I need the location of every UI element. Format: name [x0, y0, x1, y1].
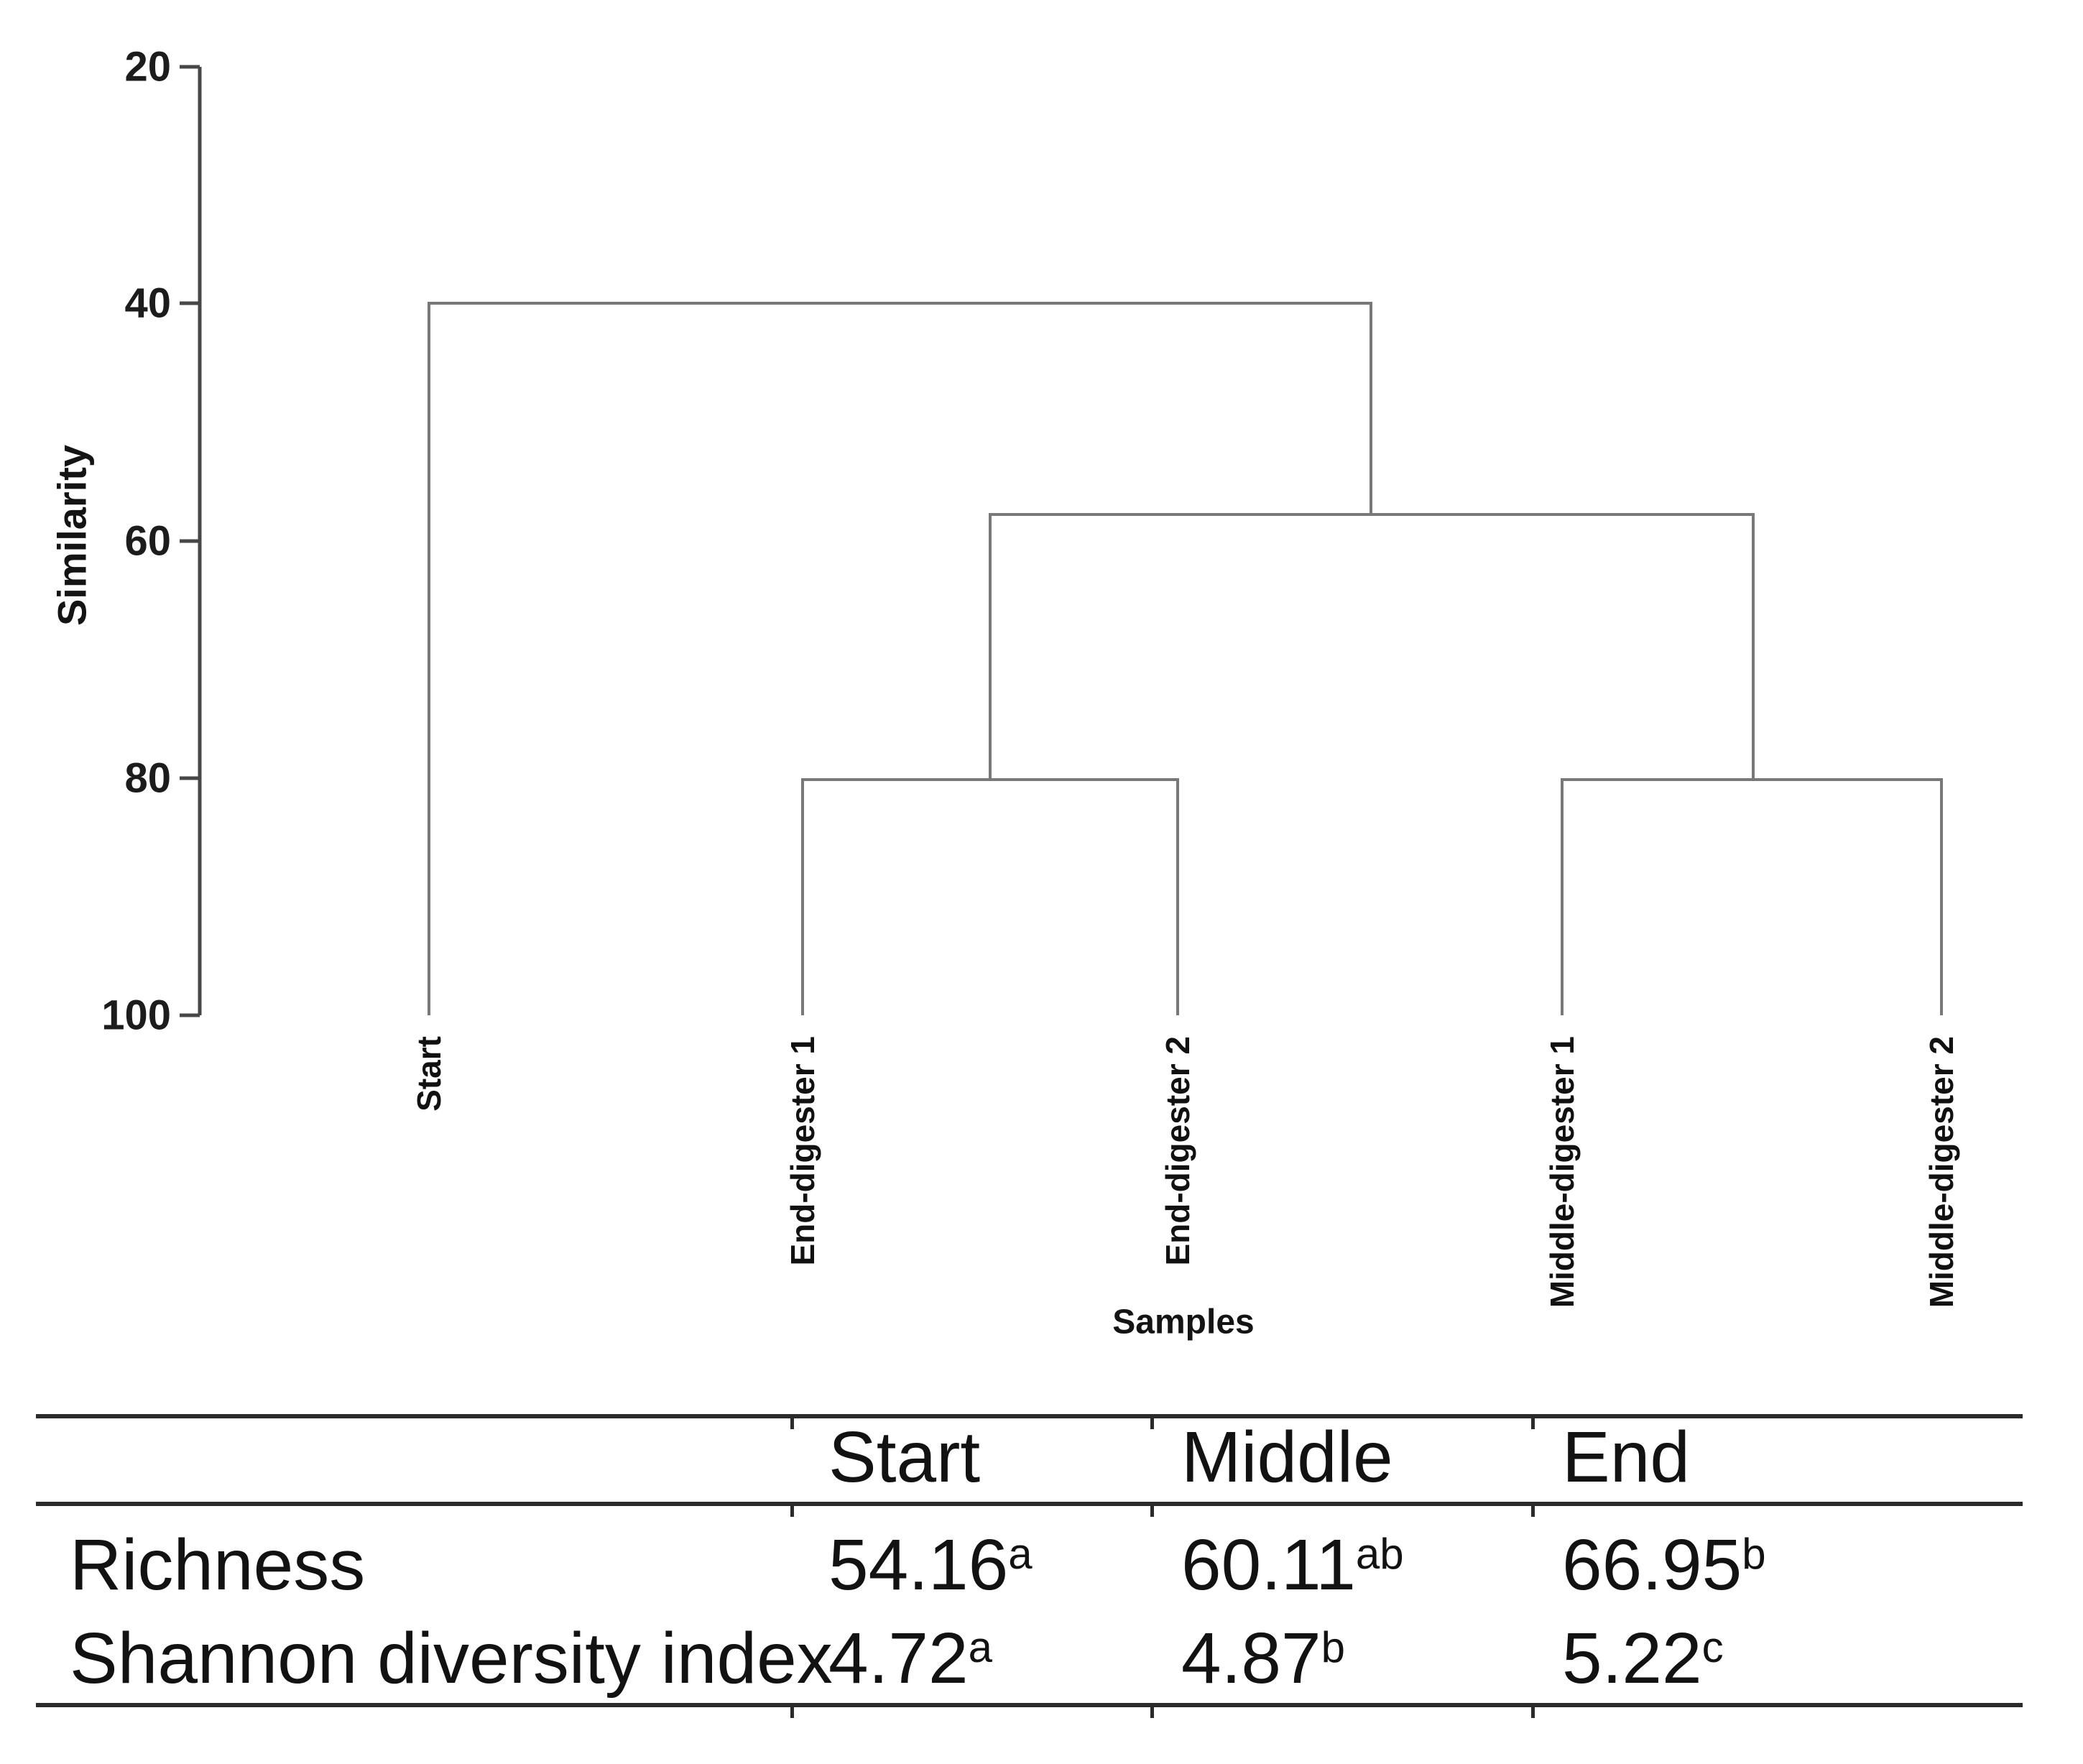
table-bottom-rule	[36, 1703, 2023, 1707]
value: 54.16	[828, 1525, 1009, 1605]
leaf-label-middle-digester-2: Middle-digester 2	[1923, 1036, 1960, 1308]
y-tick-80: 80	[124, 755, 171, 802]
richness-middle-value: 60.11ab	[1181, 1529, 1404, 1601]
y-axis-title: Similarity	[50, 445, 95, 626]
table-top-rule	[36, 1414, 2023, 1418]
dendrogram-tree-lines	[428, 302, 1943, 1015]
row-label-richness: Richness	[70, 1525, 366, 1605]
value: 66.95	[1562, 1525, 1742, 1605]
richness-end-value: 66.95b	[1562, 1529, 1766, 1601]
y-tick-60: 60	[124, 518, 171, 565]
column-divider-tick	[1150, 1418, 1154, 1429]
y-tick-20: 20	[124, 44, 171, 91]
table-header-rule	[36, 1502, 2023, 1506]
table-header-start: Start	[828, 1417, 981, 1497]
column-divider-tick	[1531, 1506, 1535, 1517]
column-divider-tick	[790, 1707, 794, 1718]
leaf-label-middle-digester-1: Middle-digester 1	[1543, 1036, 1581, 1308]
table-header-middle: Middle	[1181, 1417, 1393, 1497]
value: 60.11	[1181, 1525, 1356, 1605]
shannon-end-value: 5.22c	[1562, 1622, 1724, 1694]
richness-start-value: 54.16a	[828, 1529, 1033, 1601]
value: 4.87	[1181, 1618, 1321, 1699]
significance-letter: b	[1321, 1623, 1346, 1672]
leaf-label-end-digester-1: End-digester 1	[784, 1036, 821, 1266]
row-label-shannon-diversity-index: Shannon diversity index	[70, 1618, 833, 1699]
y-tick-40: 40	[124, 280, 171, 327]
significance-letter: a	[968, 1623, 993, 1672]
table-header-end: End	[1562, 1417, 1690, 1497]
value: 5.22	[1562, 1618, 1702, 1699]
significance-letter: a	[1008, 1530, 1033, 1579]
significance-letter: ab	[1355, 1530, 1404, 1579]
shannon-start-value: 4.72a	[828, 1622, 992, 1694]
dendrogram-plot: 20 40 60 80 100 Similarity Samples Start…	[50, 44, 1961, 1342]
leaf-label-end-digester-2: End-digester 2	[1159, 1036, 1196, 1266]
column-divider-tick	[1531, 1418, 1535, 1429]
significance-letter: b	[1742, 1530, 1766, 1579]
column-divider-tick	[1150, 1506, 1154, 1517]
significance-letter: c	[1701, 1623, 1724, 1672]
column-divider-tick	[790, 1418, 794, 1429]
y-tick-100: 100	[101, 992, 171, 1039]
shannon-middle-value: 4.87b	[1181, 1622, 1345, 1694]
column-divider-tick	[1531, 1707, 1535, 1718]
column-divider-tick	[1150, 1707, 1154, 1718]
column-divider-tick	[790, 1506, 794, 1517]
value: 4.72	[828, 1618, 969, 1699]
leaf-label-start: Start	[410, 1036, 448, 1112]
x-axis-title: Samples	[1112, 1303, 1254, 1342]
y-axis-ticks	[180, 65, 200, 1017]
